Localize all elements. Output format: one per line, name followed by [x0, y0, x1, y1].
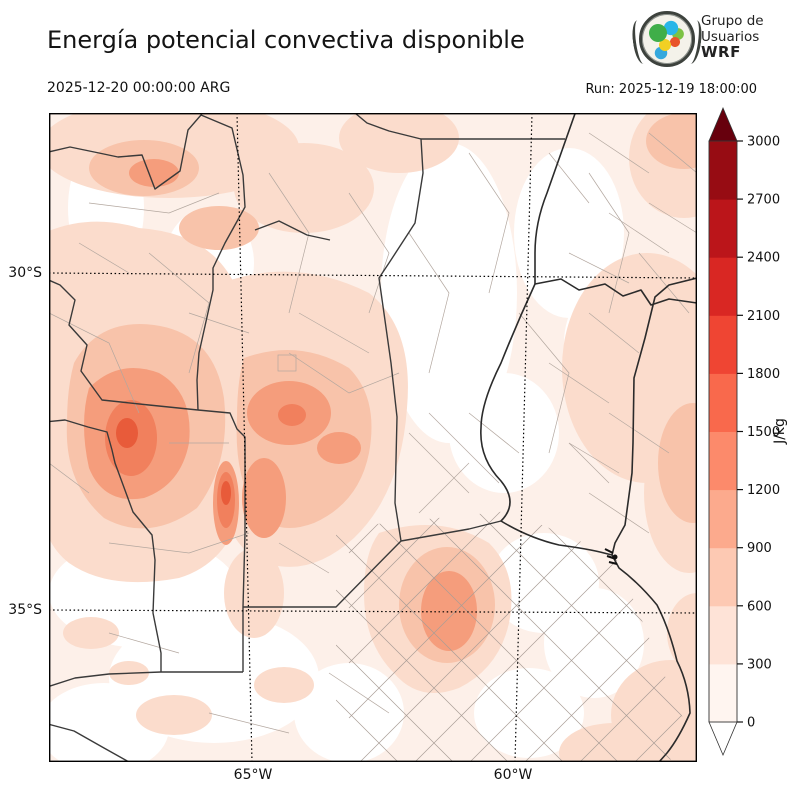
logo-line-1: Grupo de	[701, 13, 764, 29]
svg-text:0: 0	[747, 716, 755, 731]
svg-text:900: 900	[747, 541, 772, 556]
lon-label-60w: 60°W	[493, 767, 533, 783]
svg-text:1200: 1200	[747, 483, 780, 498]
wrf-logo-text: Grupo de Usuarios WRF	[701, 13, 764, 61]
rivers-and-coastline	[480, 113, 697, 762]
map-panel	[49, 113, 697, 762]
svg-text:600: 600	[747, 599, 772, 614]
svg-text:1800: 1800	[747, 367, 780, 382]
model-run-label: Run: 2025-12-19 18:00:00	[585, 82, 757, 97]
colorbar-under-arrow	[708, 721, 738, 757]
colorbar-panel: 0 300 600 900 1200 1500 1800 2100 2400 2700 3000 J…	[700, 103, 800, 765]
colorbar-ticks: 0 300 600 900 1200 1500 1800 2100 2400 2700 3000	[737, 135, 780, 731]
valid-time-label: 2025-12-20 00:00:00 ARG	[47, 80, 231, 96]
wrf-globe-logo-icon	[639, 11, 695, 67]
lat-label-35s: 35°S	[8, 602, 42, 618]
logo-line-2: Usuarios	[701, 28, 760, 45]
svg-text:3000: 3000	[747, 135, 780, 150]
svg-text:2700: 2700	[747, 193, 780, 208]
department-boundaries	[49, 132, 697, 734]
logo-line-3: WRF	[701, 43, 741, 61]
lat-label-30s: 30°S	[8, 265, 42, 281]
svg-text:2100: 2100	[747, 309, 780, 324]
svg-text:1500: 1500	[747, 425, 780, 440]
colorbar-over-arrow	[708, 106, 738, 142]
svg-text:300: 300	[747, 657, 772, 672]
lon-label-65w: 65°W	[233, 767, 273, 783]
graticule-gridlines	[49, 113, 697, 762]
cape-map	[49, 113, 697, 762]
cape-level-5	[116, 418, 231, 505]
colorbar-unit-label: J/kg	[772, 418, 788, 445]
colorbar: 0 300 600 900 1200 1500 1800 2100 2400 2700 3000 J…	[708, 106, 788, 757]
map-frame	[49, 113, 697, 762]
amba-urban-cluster	[604, 548, 618, 565]
page-title: Energía potencial convectiva disponible	[47, 26, 525, 54]
svg-text:2400: 2400	[747, 251, 780, 266]
colorbar-segments	[709, 141, 737, 723]
